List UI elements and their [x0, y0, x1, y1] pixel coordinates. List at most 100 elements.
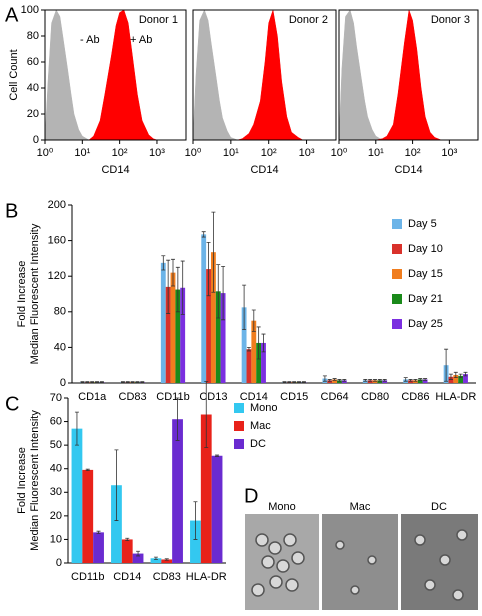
- bar: [412, 380, 418, 383]
- bar: [111, 485, 122, 563]
- legend-label: DC: [250, 438, 266, 450]
- error-bar: [166, 259, 171, 314]
- chart-title: Donor 1: [139, 14, 178, 26]
- x-axis-label: CD14: [394, 164, 422, 176]
- bar: [82, 469, 94, 563]
- error-bar: [368, 379, 373, 382]
- panel-letter: D: [244, 485, 258, 507]
- error-bar: [114, 449, 119, 521]
- y-tick-label: 40: [27, 82, 39, 94]
- y-tick-label: 120: [48, 270, 66, 282]
- panel-d: D Mono Mac DC: [244, 485, 478, 610]
- error-bar: [201, 231, 206, 238]
- y-tick-label: 200: [48, 199, 66, 211]
- error-bar: [301, 381, 306, 383]
- legend-label: Day 25: [408, 318, 443, 330]
- y-tick-label: 60: [27, 56, 39, 68]
- error-bar: [193, 501, 198, 540]
- x-tick-label: CD86: [401, 391, 429, 403]
- bar: [211, 455, 223, 563]
- error-bar: [164, 558, 169, 561]
- x-tick-label: 10³: [149, 147, 165, 159]
- chart-title: Donor 3: [431, 14, 470, 26]
- bar: [132, 553, 144, 563]
- x-tick-label: HLA-DR: [186, 571, 227, 583]
- error-bar: [261, 333, 266, 353]
- bar: [121, 539, 133, 563]
- y-tick-label: 30: [50, 486, 62, 498]
- error-bar: [206, 241, 211, 297]
- error-bar: [458, 373, 463, 379]
- bar: [332, 379, 338, 383]
- error-bar: [211, 211, 216, 293]
- bar: [170, 272, 176, 383]
- error-bar: [175, 397, 180, 441]
- x-tick-label: CD80: [361, 391, 389, 403]
- image-label: DC: [431, 501, 447, 513]
- y-tick-label: 70: [50, 392, 62, 404]
- y-tick-label: 50: [50, 439, 62, 451]
- y-axis-label: Fold Increase: [16, 261, 28, 328]
- bar: [172, 419, 183, 563]
- y-tick-label: 0: [60, 377, 66, 389]
- bar: [458, 375, 464, 383]
- x-tick-label: 10⁰: [37, 147, 54, 159]
- error-bar: [85, 381, 90, 383]
- y-tick-label: 0: [56, 557, 62, 569]
- error-bar: [221, 266, 226, 321]
- x-tick-label: 10²: [261, 147, 277, 159]
- error-bar: [337, 379, 342, 382]
- error-bar: [215, 454, 220, 457]
- bar: [453, 374, 459, 383]
- x-tick-label: CD15: [280, 391, 308, 403]
- x-tick-label: CD14: [240, 391, 268, 403]
- error-bar: [90, 381, 95, 383]
- plot-frame: [44, 9, 187, 141]
- x-tick-label: CD13: [199, 391, 227, 403]
- x-tick-label: CD14: [113, 571, 141, 583]
- legend-swatch: [234, 403, 244, 413]
- bar: [251, 320, 257, 383]
- error-bar: [99, 381, 104, 383]
- x-axis-label: CD14: [250, 164, 278, 176]
- legend-swatch: [392, 244, 402, 254]
- error-bar: [444, 348, 449, 382]
- error-bar: [125, 381, 130, 383]
- bar: [165, 286, 171, 383]
- bar: [377, 380, 383, 383]
- chart-title: Donor 2: [289, 14, 328, 26]
- error-bar: [136, 550, 141, 557]
- x-tick-label: CD83: [119, 391, 147, 403]
- error-bar: [327, 379, 332, 382]
- bar: [150, 558, 162, 563]
- error-bar: [413, 379, 418, 382]
- legend-swatch: [392, 269, 402, 279]
- y-tick-label: 100: [21, 4, 39, 16]
- error-bar: [95, 381, 100, 383]
- error-bar: [175, 266, 180, 313]
- annotation: + Ab: [130, 34, 152, 46]
- x-axis-label: CD14: [101, 164, 129, 176]
- cells: [251, 529, 468, 601]
- x-tick-label: 10¹: [223, 147, 239, 159]
- x-tick-label: CD11b: [156, 391, 189, 403]
- y-tick-label: 20: [50, 510, 62, 522]
- error-bar: [418, 378, 423, 381]
- legend-label: Day 10: [408, 243, 443, 255]
- x-tick-label: 10³: [441, 147, 457, 159]
- error-bar: [297, 381, 302, 383]
- error-bar: [120, 381, 125, 383]
- bar: [220, 293, 226, 383]
- legend-label: Mac: [250, 420, 271, 432]
- error-bar: [282, 381, 287, 383]
- bar: [161, 559, 173, 563]
- error-bar: [135, 381, 140, 383]
- x-tick-label: CD1a: [78, 391, 107, 403]
- bar: [246, 349, 252, 383]
- bar: [372, 380, 378, 383]
- y-tick-label: 80: [54, 306, 66, 318]
- error-bar: [96, 530, 101, 534]
- plot-frame: [338, 9, 479, 141]
- error-bar: [246, 347, 251, 352]
- bar: [175, 289, 181, 383]
